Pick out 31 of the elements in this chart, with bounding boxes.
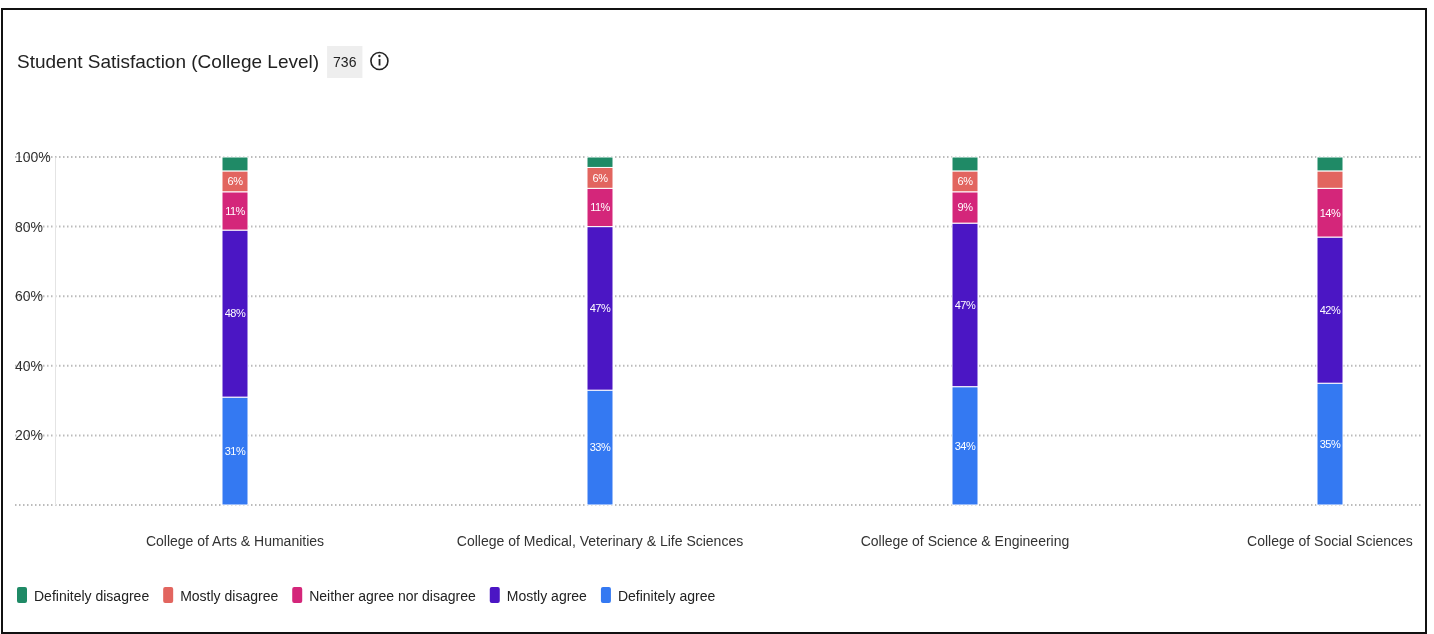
x-tick-label: College of Science & Engineering [860,533,1070,549]
data-label: 9% [957,201,974,214]
y-tick-label: 80% [15,218,44,235]
data-label: 48% [224,307,246,320]
legend-label: Mostly disagree [180,587,279,604]
chart-title: Student Satisfaction (College Level) [17,51,320,72]
y-tick-label: 40% [15,357,44,374]
legend-label: Mostly agree [506,587,588,604]
text: 736 [333,54,357,70]
y-tick-label: 60% [15,288,44,305]
data-label: 33% [589,441,611,454]
data-label: 11% [590,201,611,214]
legend-label: Definitely disagree [34,587,150,604]
data-label: 14% [1319,206,1341,219]
data-label: 47% [589,302,611,315]
data-label: 11% [225,204,246,217]
data-label: 42% [1319,303,1341,316]
x-tick-label: College of Medical, Veterinary & Life Sciences [456,533,744,549]
data-label: 31% [224,444,246,457]
x-tick-label: College of Social Sciences [1247,533,1413,549]
y-tick-label: 20% [15,427,44,444]
x-tick-label: College of Arts & Humanities [145,533,325,549]
data-label: 47% [954,298,976,311]
data-label: 6% [957,175,974,188]
legend-label: Neither agree nor disagree [309,587,476,604]
data-label: 34% [954,439,976,452]
data-label: 6% [592,171,609,184]
data-label: 35% [1319,437,1341,450]
data-label: 6% [227,175,244,188]
y-tick-label: 100% [15,148,51,165]
legend-label: Definitely agree [617,587,716,604]
